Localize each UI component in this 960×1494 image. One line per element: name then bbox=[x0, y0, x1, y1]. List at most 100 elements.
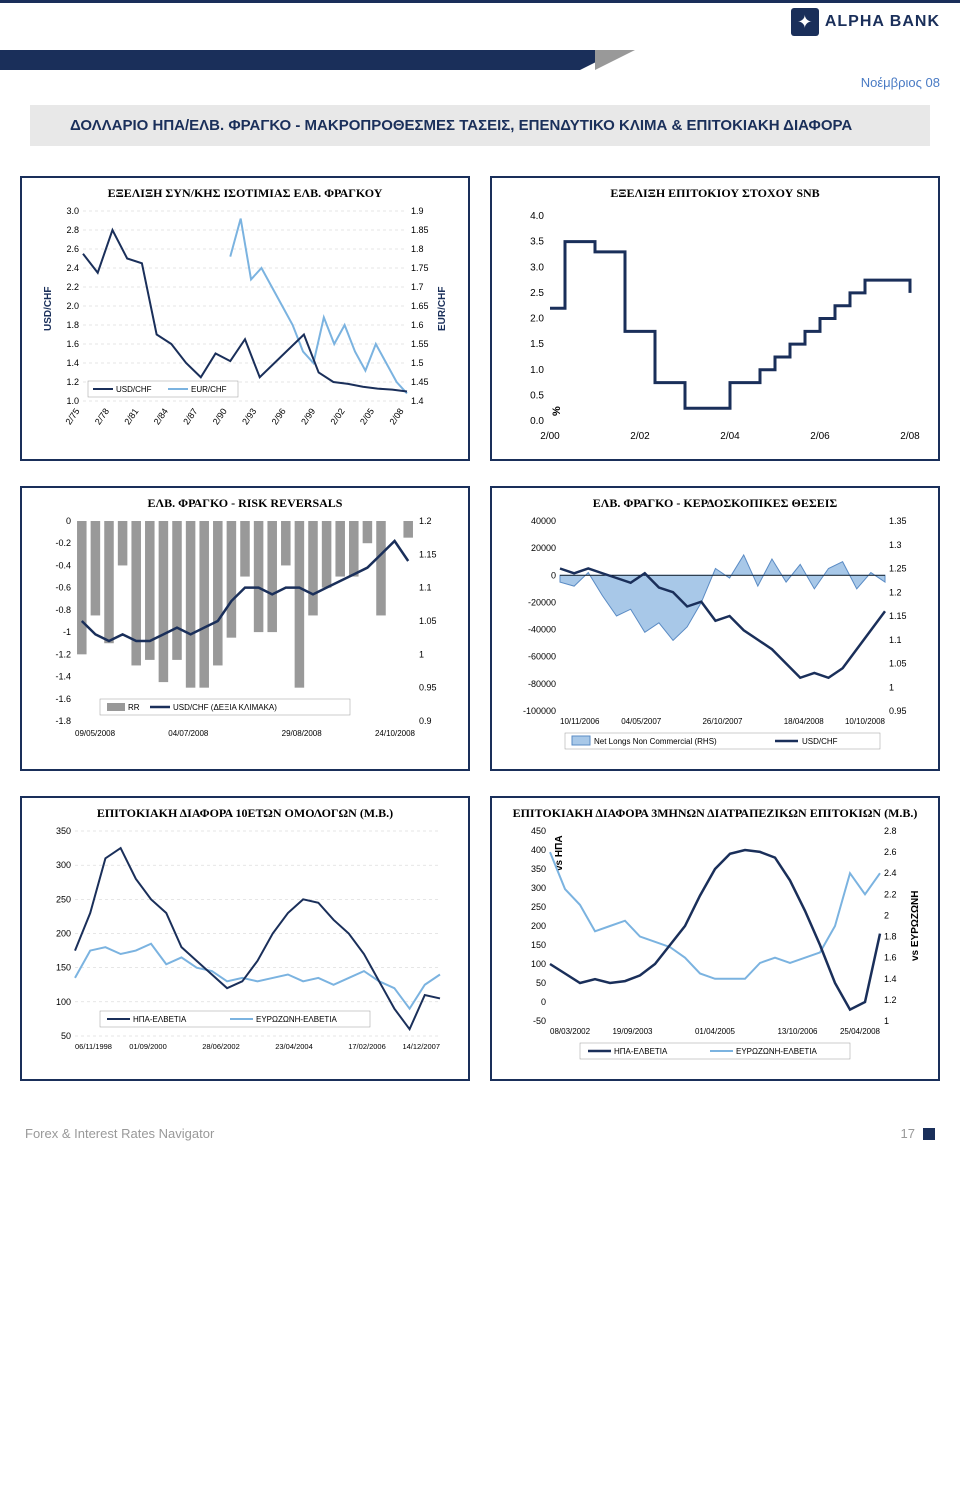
svg-text:0.0: 0.0 bbox=[530, 416, 544, 427]
svg-text:2/75: 2/75 bbox=[63, 406, 81, 426]
svg-text:2/78: 2/78 bbox=[93, 406, 111, 426]
svg-text:2/08: 2/08 bbox=[387, 406, 405, 426]
page-footer: Forex & Interest Rates Navigator 17 bbox=[0, 1111, 960, 1156]
chart-title: ΕΞΕΛΙΞΗ ΣΥΝ/ΚΗΣ ΙΣΟΤΙΜΙΑΣ ΕΛΒ. ΦΡΑΓΚΟΥ bbox=[30, 186, 460, 201]
svg-text:1.05: 1.05 bbox=[419, 616, 437, 626]
svg-text:1.55: 1.55 bbox=[411, 339, 429, 349]
svg-text:2.8: 2.8 bbox=[884, 826, 897, 836]
svg-text:1.8: 1.8 bbox=[884, 932, 897, 942]
svg-text:USD/CHF: USD/CHF bbox=[802, 737, 838, 746]
svg-text:2/81: 2/81 bbox=[122, 406, 140, 426]
svg-text:1.1: 1.1 bbox=[889, 635, 902, 645]
svg-text:1.05: 1.05 bbox=[889, 659, 907, 669]
svg-text:1.2: 1.2 bbox=[889, 587, 902, 597]
svg-text:18/04/2008: 18/04/2008 bbox=[784, 717, 825, 726]
svg-text:2/99: 2/99 bbox=[299, 406, 317, 426]
svg-text:-80000: -80000 bbox=[528, 679, 556, 689]
svg-text:2.4: 2.4 bbox=[66, 263, 79, 273]
svg-text:100: 100 bbox=[531, 959, 546, 969]
svg-text:0.5: 0.5 bbox=[530, 390, 544, 401]
svg-text:1.25: 1.25 bbox=[889, 564, 907, 574]
svg-text:14/12/2007: 14/12/2007 bbox=[402, 1042, 440, 1051]
header-triangle bbox=[595, 50, 635, 70]
svg-text:1.0: 1.0 bbox=[530, 365, 544, 376]
chart-3m-spread: ΕΠΙΤΟΚΙΑΚΗ ΔΙΑΦΟΡΑ 3ΜΗΝΩΝ ΔΙΑΤΡΑΠΕΖΙΚΩΝ … bbox=[490, 796, 940, 1081]
svg-text:300: 300 bbox=[56, 860, 71, 870]
svg-text:1: 1 bbox=[884, 1016, 889, 1026]
svg-text:2: 2 bbox=[884, 910, 889, 920]
svg-text:0.95: 0.95 bbox=[419, 683, 437, 693]
svg-text:1.1: 1.1 bbox=[419, 583, 432, 593]
svg-text:01/04/2005: 01/04/2005 bbox=[695, 1027, 736, 1036]
svg-text:2/96: 2/96 bbox=[270, 406, 288, 426]
svg-text:2/05: 2/05 bbox=[358, 406, 376, 426]
svg-text:200: 200 bbox=[56, 929, 71, 939]
svg-text:400: 400 bbox=[531, 845, 546, 855]
svg-text:1.45: 1.45 bbox=[411, 377, 429, 387]
svg-text:08/03/2002: 08/03/2002 bbox=[550, 1027, 591, 1036]
svg-text:1.2: 1.2 bbox=[419, 516, 432, 526]
chart-title: ΕΛΒ. ΦΡΑΓΚΟ - RISK REVERSALS bbox=[30, 496, 460, 511]
svg-text:2.0: 2.0 bbox=[530, 314, 544, 325]
svg-text:1.35: 1.35 bbox=[889, 516, 907, 526]
svg-text:%: % bbox=[551, 406, 563, 416]
svg-text:150: 150 bbox=[56, 963, 71, 973]
svg-text:ΗΠΑ-ΕΛΒΕΤΙΑ: ΗΠΑ-ΕΛΒΕΤΙΑ bbox=[133, 1015, 187, 1024]
svg-text:1.15: 1.15 bbox=[889, 611, 907, 621]
svg-text:25/04/2008: 25/04/2008 bbox=[840, 1027, 881, 1036]
svg-text:1: 1 bbox=[419, 649, 424, 659]
svg-text:2/04: 2/04 bbox=[720, 431, 740, 442]
footer-square-icon bbox=[923, 1128, 935, 1140]
svg-text:200: 200 bbox=[531, 921, 546, 931]
svg-text:06/11/1998: 06/11/1998 bbox=[75, 1042, 112, 1051]
svg-text:EUR/CHF: EUR/CHF bbox=[191, 385, 227, 394]
svg-text:1.75: 1.75 bbox=[411, 263, 429, 273]
svg-text:50: 50 bbox=[536, 978, 546, 988]
svg-text:-1.4: -1.4 bbox=[55, 672, 71, 682]
svg-text:13/10/2006: 13/10/2006 bbox=[777, 1027, 818, 1036]
svg-text:-0.2: -0.2 bbox=[55, 538, 71, 548]
svg-text:26/10/2007: 26/10/2007 bbox=[702, 717, 743, 726]
header-bar bbox=[0, 50, 580, 70]
svg-text:2.5: 2.5 bbox=[530, 288, 544, 299]
svg-text:1.4: 1.4 bbox=[66, 358, 79, 368]
svg-text:-1.8: -1.8 bbox=[55, 716, 71, 726]
svg-text:ΗΠΑ-ΕΛΒΕΤΙΑ: ΗΠΑ-ΕΛΒΕΤΙΑ bbox=[614, 1047, 668, 1056]
chart-svg: 5010015020025030035006/11/199801/09/2000… bbox=[30, 826, 460, 1071]
svg-text:150: 150 bbox=[531, 940, 546, 950]
logo-icon: ✦ bbox=[791, 8, 819, 36]
svg-text:2.6: 2.6 bbox=[884, 847, 897, 857]
page-number: 17 bbox=[901, 1126, 915, 1141]
svg-text:1.7: 1.7 bbox=[411, 282, 424, 292]
svg-text:1.4: 1.4 bbox=[884, 974, 897, 984]
svg-text:1.5: 1.5 bbox=[530, 339, 544, 350]
svg-text:1.2: 1.2 bbox=[66, 377, 79, 387]
svg-text:100: 100 bbox=[56, 997, 71, 1007]
svg-text:2.2: 2.2 bbox=[66, 282, 79, 292]
svg-text:-60000: -60000 bbox=[528, 652, 556, 662]
svg-text:2/90: 2/90 bbox=[211, 406, 229, 426]
svg-text:USD/CHF (ΔΕΞΙΑ ΚΛΙΜΑΚΑ): USD/CHF (ΔΕΞΙΑ ΚΛΙΜΑΚΑ) bbox=[173, 703, 277, 712]
chart-10y-spread: ΕΠΙΤΟΚΙΑΚΗ ΔΙΑΦΟΡΑ 10ΕΤΩΝ ΟΜΟΛΟΓΩΝ (Μ.Β.… bbox=[20, 796, 470, 1081]
brand-name: ALPHA BANK bbox=[825, 13, 940, 31]
sub-header: Νοέμβριος 08 bbox=[0, 50, 960, 85]
svg-text:2.0: 2.0 bbox=[66, 301, 79, 311]
page-header: ✦ ALPHA BANK bbox=[0, 0, 960, 50]
svg-text:1.6: 1.6 bbox=[66, 339, 79, 349]
svg-text:-40000: -40000 bbox=[528, 625, 556, 635]
svg-text:350: 350 bbox=[56, 826, 71, 836]
svg-text:09/05/2008: 09/05/2008 bbox=[75, 729, 116, 738]
chart-speculative-positions: ΕΛΒ. ΦΡΑΓΚΟ - ΚΕΡΔΟΣΚΟΠΙΚΕΣ ΘΕΣΕΙΣ -1000… bbox=[490, 486, 940, 771]
svg-text:-50: -50 bbox=[533, 1016, 546, 1026]
svg-text:10/11/2006: 10/11/2006 bbox=[560, 717, 600, 726]
svg-text:28/06/2002: 28/06/2002 bbox=[202, 1042, 240, 1051]
svg-text:10/10/2008: 10/10/2008 bbox=[845, 717, 886, 726]
svg-text:50: 50 bbox=[61, 1031, 71, 1041]
svg-text:250: 250 bbox=[531, 902, 546, 912]
svg-text:04/05/2007: 04/05/2007 bbox=[621, 717, 662, 726]
svg-text:1.85: 1.85 bbox=[411, 225, 429, 235]
svg-text:1.0: 1.0 bbox=[66, 396, 79, 406]
svg-text:EUR/CHF: EUR/CHF bbox=[437, 287, 448, 331]
svg-text:40000: 40000 bbox=[531, 516, 556, 526]
svg-text:1.2: 1.2 bbox=[884, 995, 897, 1005]
